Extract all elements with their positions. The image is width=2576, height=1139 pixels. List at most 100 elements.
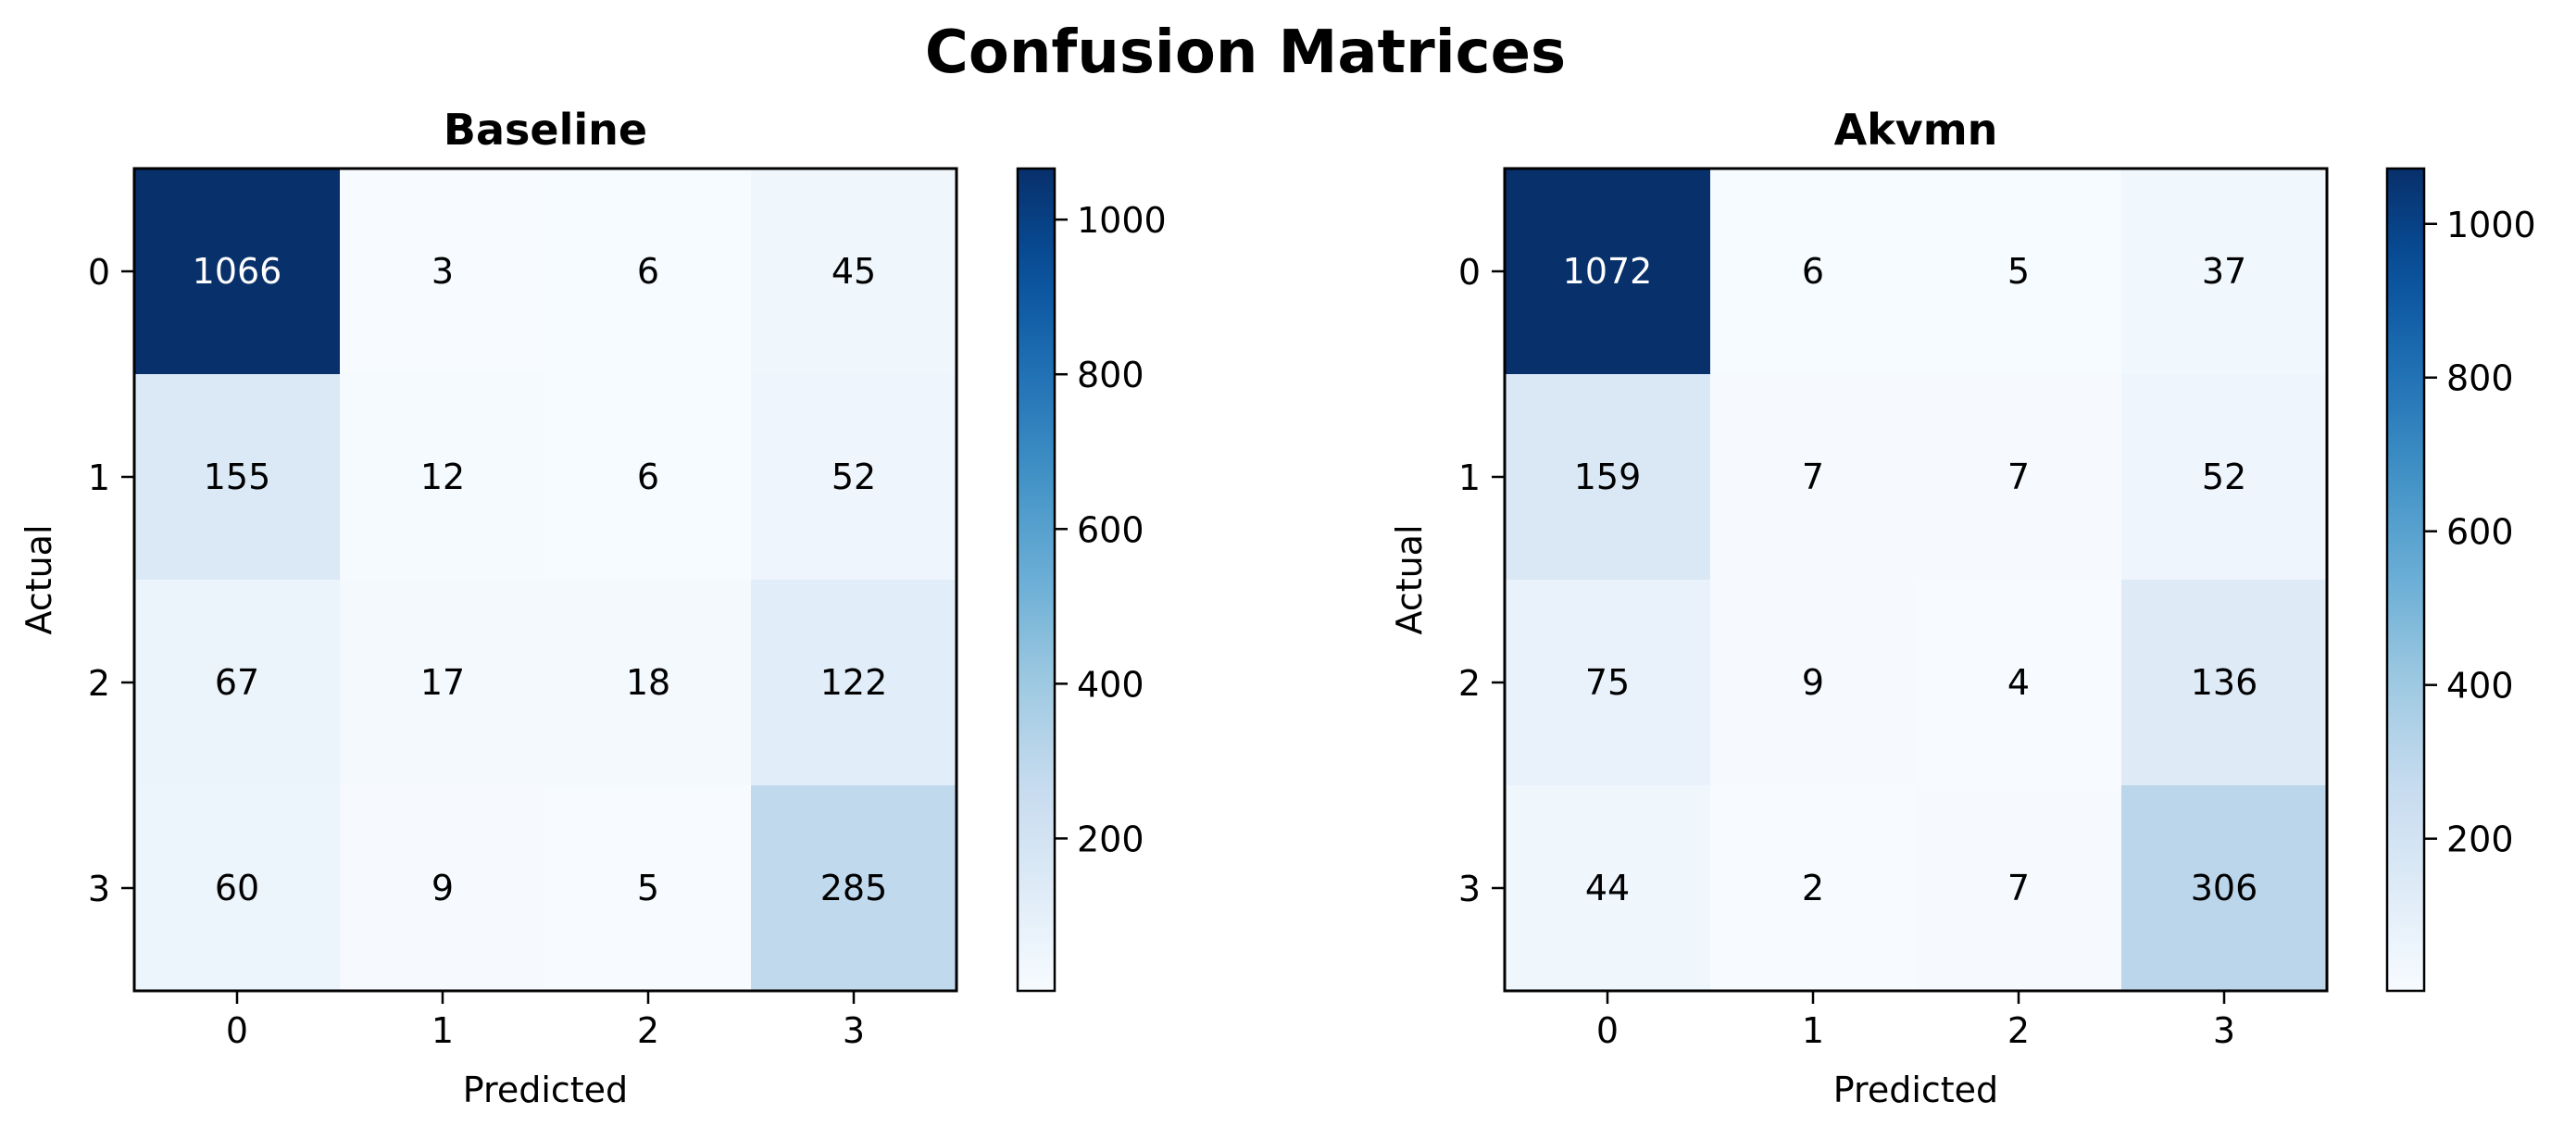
cell-value-label: 7 [1802,457,1824,497]
heatmap-cell [1710,580,1916,785]
heatmap-cell [1916,169,2121,374]
heatmap-cell [1710,169,1916,374]
cell-value-label: 6 [637,457,659,497]
cell-value-label: 52 [832,457,876,497]
colorbar-tick-label: 600 [1077,509,1144,550]
heatmap-cell [134,785,340,991]
heatmap-cell [340,374,545,580]
panel-title: Akvmn [1834,105,1998,155]
heatmap-cell [1505,785,1710,991]
x-tick-label: 2 [2007,1010,2030,1051]
heatmap-cell [751,374,957,580]
cell-value-label: 44 [1585,868,1630,908]
heatmap-cell [2121,169,2327,374]
axes-frame [1503,167,2329,993]
cell-value-label: 136 [2191,662,2258,703]
axes-frame [132,167,958,993]
x-tick-label: 2 [637,1010,659,1051]
y-tick-label: 1 [1458,457,1481,498]
figure-title: Confusion Matrices [925,19,1566,87]
cell-value-label: 6 [637,251,659,292]
heatmap-cell [1916,374,2121,580]
heatmap-cell [1710,785,1916,991]
cell-value-label: 1072 [1563,251,1653,292]
x-tick-label: 0 [226,1010,248,1051]
y-tick-label: 3 [1458,869,1481,909]
panel-title: Baseline [444,105,647,155]
colorbar-frame [1016,167,1057,993]
colorbar [2387,169,2424,991]
heatmap-cell [2121,374,2327,580]
heatmap-cell [545,580,751,785]
cell-value-label: 285 [820,868,888,908]
heatmap-cell [1916,785,2121,991]
x-tick-label: 0 [1596,1010,1619,1051]
cell-value-label: 52 [2202,457,2246,497]
heatmap-cell [134,169,340,374]
y-tick-label: 1 [88,457,110,498]
x-tick-label: 3 [2213,1010,2235,1051]
cell-value-label: 67 [215,662,259,703]
y-tick-label: 2 [88,663,110,704]
heatmap-cell [1710,374,1916,580]
y-tick-label: 3 [88,869,110,909]
heatmap-cell [2121,785,2327,991]
colorbar [1018,169,1055,991]
cell-value-label: 45 [832,251,876,292]
colorbar-tick-label: 600 [2446,512,2514,553]
heatmap-cell [340,785,545,991]
y-axis-label: Actual [19,524,59,634]
heatmap-cell [134,374,340,580]
heatmap-cell [1916,580,2121,785]
heatmap-cell [751,169,957,374]
cell-value-label: 1066 [193,251,282,292]
colorbar-tick-label: 200 [2446,820,2514,860]
heatmap-cell [340,169,545,374]
colorbar-tick-label: 200 [1077,819,1144,859]
cell-value-label: 5 [2007,251,2030,292]
colorbar-tick-label: 800 [1077,355,1144,395]
x-axis-label: Predicted [1833,1070,1998,1110]
colorbar-tick-label: 800 [2446,358,2514,399]
heatmap-cell [751,785,957,991]
colorbar-tick-label: 1000 [2446,205,2536,245]
cell-value-label: 5 [637,868,659,908]
cell-value-label: 18 [626,662,670,703]
y-axis-label: Actual [1389,524,1430,634]
heatmap-cell [545,374,751,580]
cell-value-label: 3 [431,251,454,292]
heatmap-cell [340,580,545,785]
colorbar-tick-label: 1000 [1077,200,1167,241]
cell-value-label: 9 [1802,662,1824,703]
heatmap-cell [2121,580,2327,785]
heatmap-cell [1505,580,1710,785]
colorbar-tick-label: 400 [2446,666,2514,707]
heatmap-cell [1505,374,1710,580]
cell-value-label: 37 [2202,251,2246,292]
cell-value-label: 4 [2007,662,2030,703]
cell-value-label: 7 [2007,457,2030,497]
heatmap-cell [545,785,751,991]
y-tick-label: 2 [1458,663,1481,704]
cell-value-label: 159 [1574,457,1642,497]
cell-value-label: 7 [2007,868,2030,908]
heatmap-cell [751,580,957,785]
cell-value-label: 306 [2191,868,2258,908]
cell-value-label: 17 [420,662,465,703]
cell-value-label: 2 [1802,868,1824,908]
cell-value-label: 6 [1802,251,1824,292]
cell-value-label: 9 [431,868,454,908]
colorbar-frame [2385,167,2426,993]
cell-value-label: 155 [204,457,271,497]
cell-value-label: 122 [820,662,888,703]
colorbar-tick-label: 400 [1077,664,1144,705]
x-tick-label: 1 [431,1010,454,1051]
cell-value-label: 75 [1585,662,1630,703]
heatmap-cell [545,169,751,374]
heatmap-cell [1505,169,1710,374]
x-tick-label: 3 [843,1010,865,1051]
heatmap-cell [134,580,340,785]
heatmap-panel-2: 1072 6 5 37 159 7 7 52 75 9 4 136 44 2 7 306 Akvmn 0 1 2 3 0 1… [1389,105,2536,1110]
